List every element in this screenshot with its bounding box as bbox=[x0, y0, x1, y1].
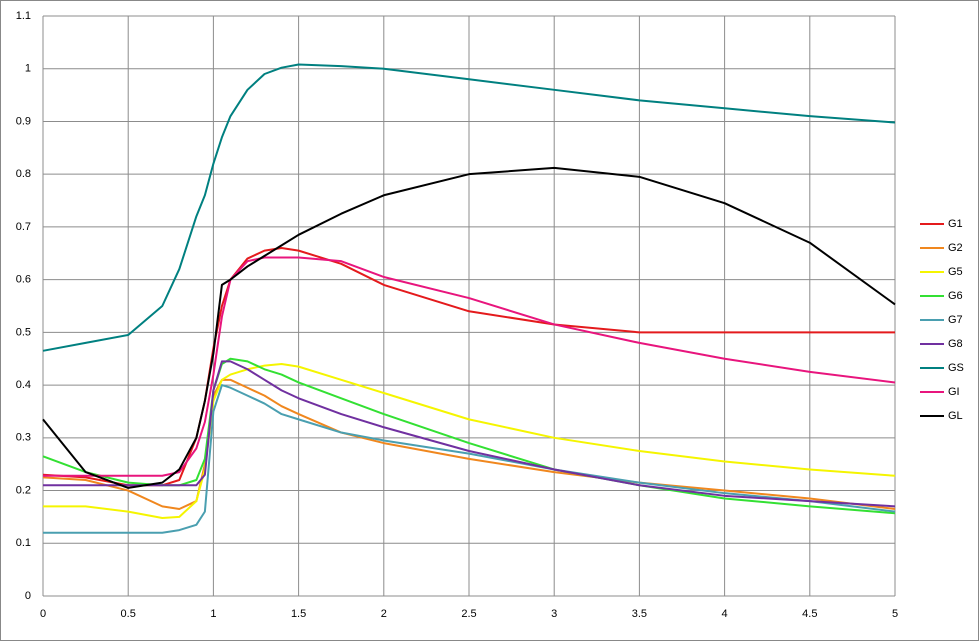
x-tick-label: 1 bbox=[210, 608, 216, 620]
y-tick-label: 0.5 bbox=[16, 326, 31, 338]
x-tick-label: 3 bbox=[551, 608, 557, 620]
y-tick-label: 0.7 bbox=[16, 221, 31, 233]
legend-label: G7 bbox=[948, 314, 963, 326]
legend-label: G8 bbox=[948, 338, 963, 350]
series-line bbox=[43, 384, 896, 534]
y-tick-label: 0 bbox=[25, 590, 31, 602]
x-tick-label: 3.5 bbox=[632, 608, 647, 620]
x-tick-label: 1.5 bbox=[291, 608, 306, 620]
series-line bbox=[42, 63, 896, 352]
y-tick-label: 0.2 bbox=[16, 484, 31, 496]
legend-label: G2 bbox=[948, 242, 963, 254]
series-line bbox=[43, 363, 896, 519]
y-tick-label: 1 bbox=[25, 63, 31, 75]
y-tick-label: 0.3 bbox=[16, 432, 31, 444]
y-tick-label: 1.1 bbox=[16, 10, 31, 22]
series-line bbox=[43, 256, 896, 477]
x-tick-label: 2 bbox=[381, 608, 387, 620]
x-tick-label: 5 bbox=[892, 608, 898, 620]
x-tick-label: 0 bbox=[40, 608, 46, 620]
x-tick-label: 4 bbox=[722, 608, 728, 620]
legend-label: G6 bbox=[948, 290, 963, 302]
legend-label: GL bbox=[948, 410, 963, 422]
y-tick-label: 0.6 bbox=[16, 274, 31, 286]
y-tick-label: 0.9 bbox=[16, 115, 31, 127]
y-tick-label: 0.4 bbox=[16, 379, 31, 391]
legend-label: G5 bbox=[948, 266, 963, 278]
series-line bbox=[42, 247, 895, 487]
y-tick-label: 0.1 bbox=[16, 537, 31, 549]
series-line bbox=[43, 360, 896, 508]
legend-label: G1 bbox=[948, 218, 963, 230]
legend-label: GS bbox=[948, 362, 964, 374]
x-tick-label: 0.5 bbox=[121, 608, 136, 620]
y-tick-label: 0.8 bbox=[16, 168, 31, 180]
x-tick-label: 4.5 bbox=[802, 608, 817, 620]
series-line bbox=[42, 166, 896, 489]
x-tick-label: 2.5 bbox=[461, 608, 476, 620]
legend-label: GI bbox=[948, 386, 960, 398]
